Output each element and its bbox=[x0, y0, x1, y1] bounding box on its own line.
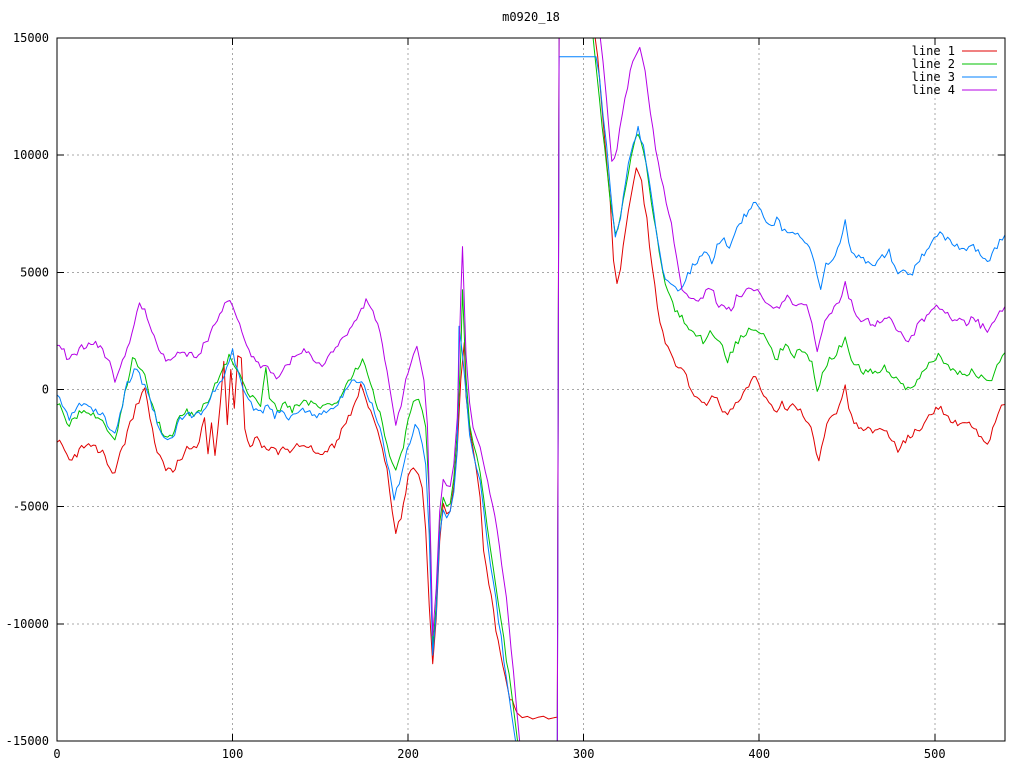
y-tick-label: 5000 bbox=[20, 265, 49, 279]
x-tick-label: 100 bbox=[222, 747, 244, 761]
y-tick-label: 15000 bbox=[13, 31, 49, 45]
y-tick-label: 10000 bbox=[13, 148, 49, 162]
legend-label-line-3: line 3 bbox=[912, 70, 955, 84]
plot-border bbox=[56, 37, 1006, 742]
y-tick-label: -10000 bbox=[6, 617, 49, 631]
x-tick-label: 400 bbox=[748, 747, 770, 761]
x-tick-label: 200 bbox=[397, 747, 419, 761]
series-line-2 bbox=[57, 38, 1005, 741]
y-tick-label: -5000 bbox=[13, 500, 49, 514]
legend-label-line-4: line 4 bbox=[912, 83, 955, 97]
plot-generated-layer: 0 100 200 300 400 500 -15000 -10000 -5000 0 5000 10… bbox=[6, 31, 1006, 761]
plot-overlay: m0920_18 line 1 line 2 line 3 line 4 bbox=[502, 10, 997, 97]
legend: line 1 line 2 line 3 line 4 bbox=[912, 44, 997, 97]
y-tick-label: 0 bbox=[42, 383, 49, 397]
legend-label-line-2: line 2 bbox=[912, 57, 955, 71]
chart-title: m0920_18 bbox=[502, 10, 560, 24]
series-line-4 bbox=[57, 38, 1005, 741]
y-tick-label: -15000 bbox=[6, 734, 49, 748]
x-tick-label: 300 bbox=[573, 747, 595, 761]
x-tick-label: 500 bbox=[924, 747, 946, 761]
series-line-1 bbox=[57, 38, 1005, 720]
legend-label-line-1: line 1 bbox=[912, 44, 955, 58]
x-tick-label: 0 bbox=[53, 747, 60, 761]
series-line-3 bbox=[57, 56, 1005, 741]
